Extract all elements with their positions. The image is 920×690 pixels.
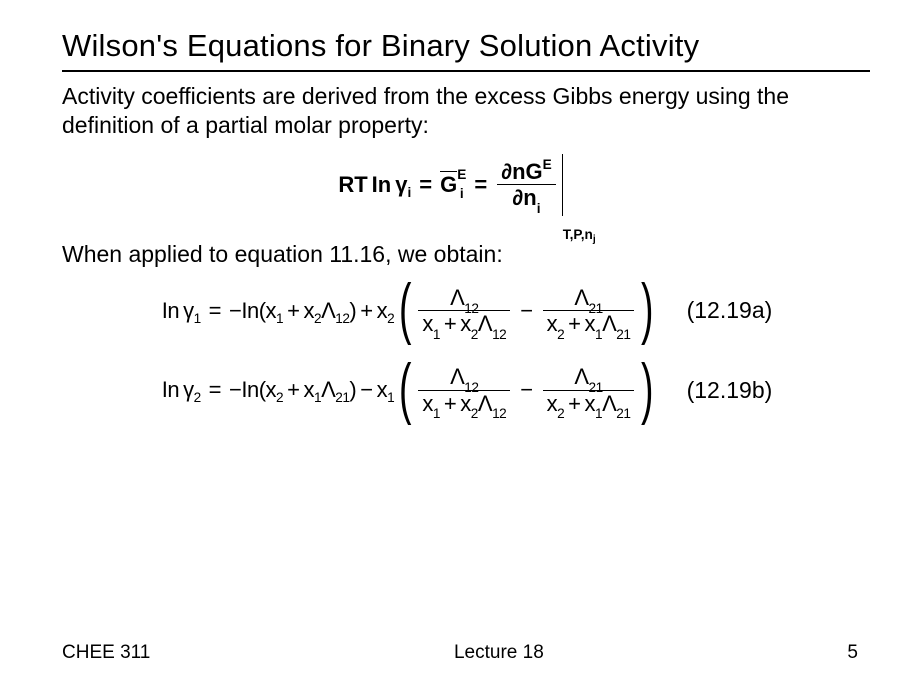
intro-paragraph: Activity coefficients are derived from t… — [62, 82, 862, 140]
sym-eq: = — [419, 172, 432, 198]
eval-bar — [562, 154, 563, 216]
big-paren-a: ( Λ12 x1+x2Λ12 − Λ21 x2+x1Λ21 ) — [394, 286, 658, 335]
equation-12-19b: Inγ2 = −In(x2+x1Λ21)−x1 ( Λ12 x1+x2Λ12 −… — [62, 365, 872, 414]
supsub-Ei: Ei — [457, 172, 466, 197]
slide-title: Wilson's Equations for Binary Solution A… — [62, 28, 872, 64]
transition-paragraph: When applied to equation 11.16, we obtai… — [62, 240, 862, 269]
title-rule — [62, 70, 870, 72]
sym-R: R — [338, 172, 354, 198]
slide: Wilson's Equations for Binary Solution A… — [0, 0, 920, 690]
eq-label-a: (12.19a) — [687, 297, 773, 324]
sub-i: i — [407, 185, 411, 200]
footer-left: CHEE 311 — [62, 642, 150, 664]
sym-eq2: = — [474, 172, 487, 198]
fraction-dngE-dni: ∂nGE ∂ni — [497, 160, 556, 209]
big-paren-b: ( Λ12 x1+x2Λ12 − Λ21 x2+x1Λ21 ) — [394, 365, 658, 414]
sym-Gbar: G — [440, 172, 457, 198]
footer-center: Lecture 18 — [454, 642, 544, 664]
footer: CHEE 311 Lecture 18 5 — [62, 642, 858, 664]
eq-label-b: (12.19b) — [687, 377, 773, 404]
sym-gamma: γ — [395, 172, 407, 198]
footer-right: 5 — [847, 642, 858, 664]
equation-partial-molar: RTInγi = GEi = ∂nGE ∂ni T,P,nj — [62, 154, 872, 216]
sym-T: T — [354, 172, 367, 198]
equation-12-19a: Inγ1 = −In(x1+x2Λ12)+x2 ( Λ12 x1+x2Λ12 −… — [62, 286, 872, 335]
sym-ln: In — [372, 172, 392, 198]
eval-conditions: T,P,nj — [563, 227, 596, 242]
